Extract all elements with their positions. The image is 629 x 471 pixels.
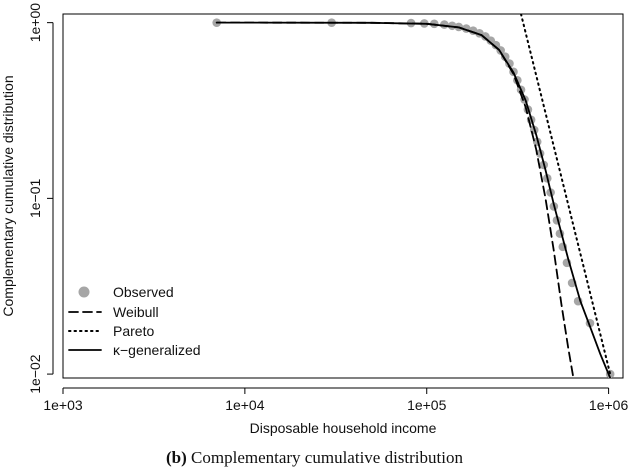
plot-area [212,14,615,378]
y-tick-label: 1e−02 [27,354,43,394]
x-tick-label: 1e+03 [43,397,83,413]
legend-point-swatch [78,286,90,298]
x-tick-label: 1e+06 [589,397,629,413]
x-axis: 1e+03 1e+04 1e+05 1e+06 [43,387,629,413]
legend-label: Weibull [113,304,159,320]
y-axis: 1e+00 1e−01 1e−02 [27,3,54,394]
x-tick-label: 1e+04 [225,397,265,413]
caption-text: Complementary cumulative distribution [191,448,463,467]
solid-series-line [215,21,612,378]
y-tick-label: 1e+00 [27,3,43,43]
x-tick-label: 1e+05 [407,397,447,413]
dashed-series-line [215,21,575,378]
x-axis-label: Disposable household income [250,420,437,436]
plot-frame [62,13,624,379]
ccdf-chart: 1e+03 1e+04 1e+05 1e+06 1e+00 1e−01 1e−02 Obs… [0,3,629,436]
caption-label: (b) [166,448,187,467]
observed-series [212,18,615,378]
legend: Observed Weibull Pareto κ−generalized [68,284,201,358]
legend-label: κ−generalized [113,342,201,358]
figure-caption: (b) Complementary cumulative distributio… [0,448,629,468]
legend-label: Pareto [113,323,154,339]
dotted-series-line [520,14,612,376]
y-axis-label: Complementary cumulative distribution [0,75,16,316]
y-tick-label: 1e−01 [27,178,43,218]
legend-label: Observed [113,284,174,300]
